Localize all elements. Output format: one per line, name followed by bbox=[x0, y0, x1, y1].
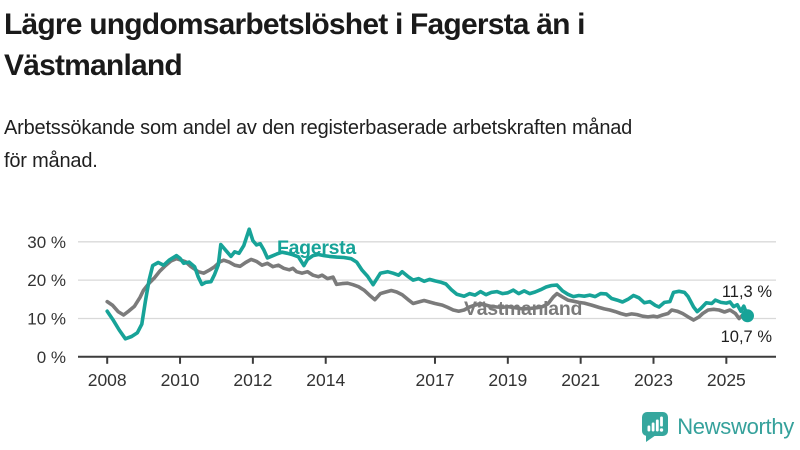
x-tick-label: 2008 bbox=[88, 370, 127, 390]
end-value-fagersta: 10,7 % bbox=[721, 328, 773, 346]
x-tick-label: 2021 bbox=[561, 370, 600, 390]
series-label-vastmanland: Västmanland bbox=[464, 298, 582, 320]
x-tick-label: 2014 bbox=[306, 370, 345, 390]
chart-subtitle: Arbetssökande som andel av den registerb… bbox=[4, 112, 794, 178]
title-line-1: Lägre ungdomsarbetslöshet i Fagersta än … bbox=[4, 8, 585, 41]
x-tick-label: 2025 bbox=[707, 370, 746, 390]
fagersta-end-dot bbox=[741, 309, 754, 323]
end-value-vastmanland: 11,3 % bbox=[722, 283, 772, 301]
fagersta-line bbox=[105, 227, 750, 341]
x-tick-label: 2010 bbox=[161, 370, 200, 390]
x-tick-label: 2017 bbox=[416, 370, 455, 390]
x-tick-label: 2019 bbox=[488, 370, 527, 390]
page-title: Lägre ungdomsarbetslöshet i Fagersta än … bbox=[4, 4, 764, 86]
series-label-fagersta: Fagersta bbox=[277, 237, 356, 259]
vastmanland-line bbox=[105, 256, 750, 322]
subtitle-line-2: för månad. bbox=[4, 150, 98, 172]
y-tick-label: 10 % bbox=[27, 309, 66, 328]
subtitle-line-1: Arbetssökande som andel av den registerb… bbox=[4, 117, 633, 139]
newsworthy-wordmark: Newsworthy bbox=[677, 414, 794, 439]
title-line-2: Västmanland bbox=[4, 49, 183, 82]
x-tick-label: 2012 bbox=[233, 370, 272, 390]
y-tick-label: 0 % bbox=[37, 348, 66, 367]
y-tick-label: 20 % bbox=[27, 271, 66, 290]
newsworthy-logo[interactable]: Newsworthy bbox=[641, 411, 794, 443]
y-tick-label: 30 % bbox=[27, 233, 66, 252]
newsworthy-icon bbox=[642, 412, 669, 442]
x-tick-label: 2023 bbox=[634, 370, 673, 390]
